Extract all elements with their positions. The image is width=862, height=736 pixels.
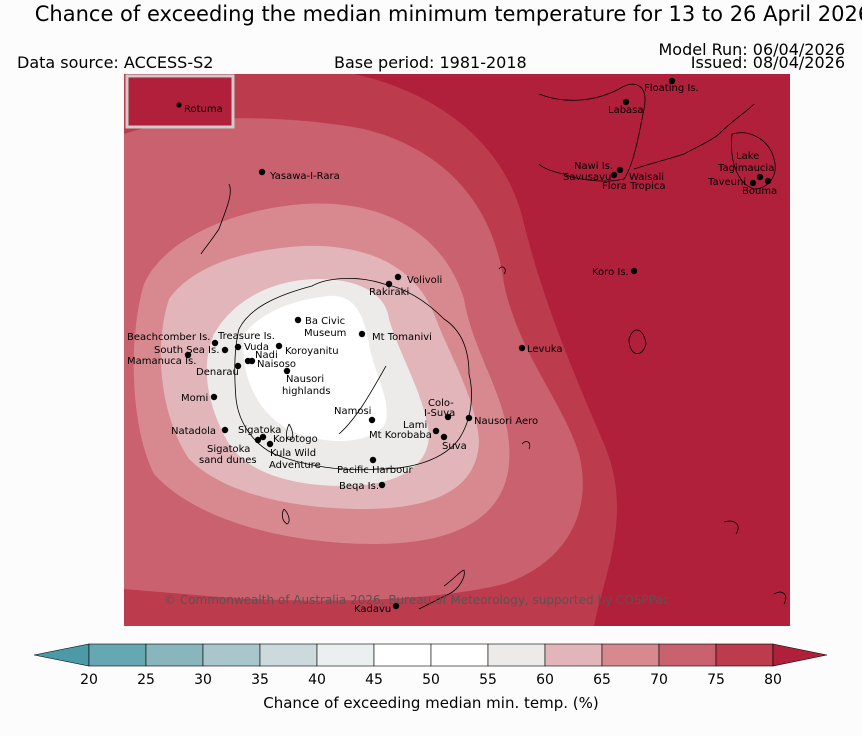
place-label: Labasa — [608, 105, 644, 116]
place-label: highlands — [282, 386, 331, 397]
coastlines — [200, 83, 787, 610]
place-label: Vuda — [244, 342, 269, 353]
place-label: Flora Tropica — [602, 181, 665, 192]
band-50-55 — [243, 295, 387, 442]
place-label: Floating Is. — [644, 83, 699, 94]
colorbar-segment — [715, 643, 774, 667]
place-label: Naisoso — [257, 359, 296, 370]
town-markers — [184, 77, 772, 610]
place-label: Bouma — [742, 186, 777, 197]
colorbar-tick-label: 30 — [194, 672, 212, 688]
place-label: Natadola — [171, 426, 216, 437]
place-label: Yasawa-I-Rara — [269, 171, 340, 182]
colorbar-tick-label: 25 — [137, 672, 155, 688]
place-label: Lake — [736, 151, 759, 162]
colorbar-label: Chance of exceeding median min. temp. (%… — [263, 694, 599, 712]
place-label: Beachcomber Is. — [127, 332, 210, 343]
place-label: Mamanuca Is. — [127, 356, 196, 367]
place-label: Adventure — [269, 460, 321, 471]
colorbar-tick-label: 60 — [536, 672, 554, 688]
place-label: Denarau — [196, 367, 239, 378]
place-label: Koro Is. — [592, 267, 629, 278]
place-label: sand dunes — [199, 455, 257, 466]
place-label: Beqa Is. — [339, 481, 379, 492]
colorbar-tick-label: 65 — [593, 672, 611, 688]
place-label: Rakiraki — [369, 287, 409, 298]
map-title: Chance of exceeding the median minimum t… — [34, 2, 862, 26]
place-label: Lami — [403, 420, 427, 431]
place-label: Pacific Harbour — [337, 465, 414, 476]
place-label: Savusavu — [563, 172, 611, 183]
colorbar-segment — [316, 643, 375, 667]
place-label: Levuka — [527, 344, 563, 355]
place-label: Ba Civic — [305, 316, 345, 327]
colorbar-segment — [202, 643, 261, 667]
issued-label: Issued: 08/04/2026 — [690, 53, 845, 72]
place-label: Museum — [304, 328, 346, 339]
place-label: Korotogo — [273, 434, 318, 445]
probability-map: Rotuma — [124, 74, 790, 626]
place-label: Mt Korobaba — [369, 430, 432, 441]
colorbar-segment — [88, 643, 147, 667]
colorbar-segment — [430, 643, 489, 667]
colorbar-segment — [259, 643, 318, 667]
colorbar-tick-label: 55 — [479, 672, 497, 688]
colorbar-tick-label: 35 — [251, 672, 269, 688]
place-label: Sigatoka — [238, 425, 281, 436]
colorbar-extend-high — [772, 643, 828, 667]
place-label: Momi — [181, 393, 208, 404]
base-period-label: Base period: 1981-2018 — [334, 53, 527, 72]
inset-label: Rotuma — [184, 104, 223, 115]
colorbar-tick-label: 75 — [707, 672, 725, 688]
colorbar-tick-label: 45 — [365, 672, 383, 688]
colorbar — [30, 643, 830, 673]
place-label: Volivoli — [407, 275, 442, 286]
colorbar-extend-low — [33, 643, 90, 667]
copyright-notice: © Commonwealth of Australia 2026, Bureau… — [164, 593, 669, 607]
colorbar-tick-label: 50 — [422, 672, 440, 688]
colorbar-segment — [373, 643, 432, 667]
place-label: Nawi Is. — [574, 161, 613, 172]
inset-marker — [176, 102, 182, 108]
rotuma-inset — [125, 74, 235, 129]
colorbar-segment — [487, 643, 546, 667]
colorbar-segment — [658, 643, 717, 667]
colorbar-segment — [544, 643, 603, 667]
place-label: Nausori Aero — [474, 416, 538, 427]
place-label: Kadavu — [354, 604, 391, 615]
colorbar-segment — [145, 643, 204, 667]
place-label: Treasure Is. — [217, 331, 275, 342]
place-label: Namosi — [334, 406, 371, 417]
place-label: I-Suva — [424, 408, 455, 419]
colorbar-tick-label: 20 — [80, 672, 98, 688]
colorbar-tick-label: 40 — [308, 672, 326, 688]
place-label: Tagimaucia — [717, 163, 774, 174]
place-label: Waisali — [629, 172, 664, 183]
place-label: Nadi — [255, 350, 278, 361]
model-run-label: Model Run: 06/04/2026 — [658, 40, 846, 59]
colorbar-segment — [601, 643, 660, 667]
place-label: South Sea Is. — [154, 345, 219, 356]
data-source-label: Data source: ACCESS-S2 — [17, 53, 214, 72]
place-label: Sigatoka — [207, 444, 250, 455]
colorbar-tick-label: 70 — [650, 672, 668, 688]
place-label: Suva — [442, 441, 467, 452]
place-label: Colo- — [428, 398, 454, 409]
colorbar-tick-label: 80 — [764, 672, 782, 688]
place-label: Koroyanitu — [285, 346, 339, 357]
place-label: Taveuni — [707, 177, 746, 188]
place-label: Nausori — [286, 374, 324, 385]
place-label: Kula Wild — [270, 448, 316, 459]
place-label: Mt Tomanivi — [372, 332, 432, 343]
